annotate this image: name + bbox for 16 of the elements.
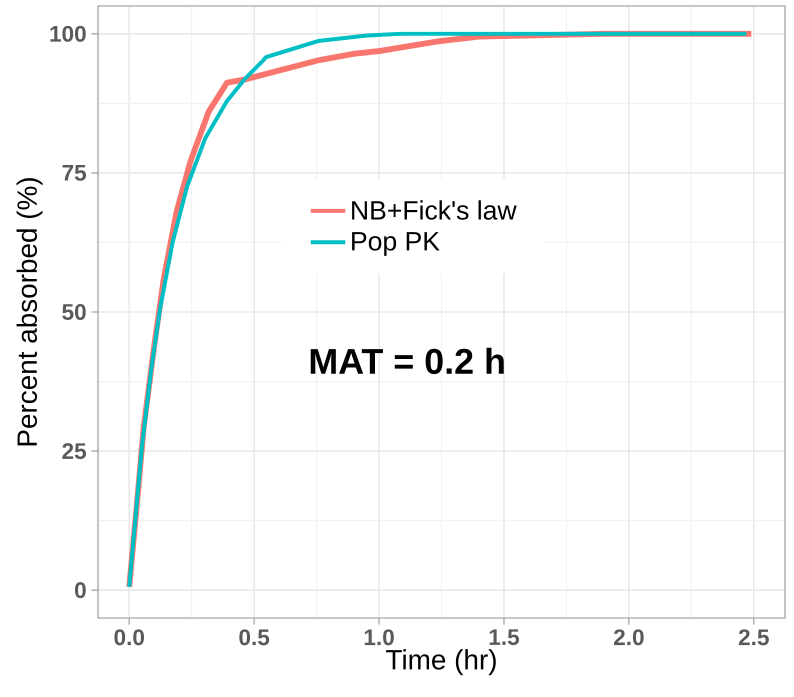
x-tick-label: 1.5: [490, 629, 520, 646]
x-tick-label: 2.5: [738, 629, 769, 646]
annotation: MAT = 0.2 h: [310, 348, 504, 374]
x-tick-label: 0.0: [114, 629, 144, 646]
y-tick-label: 75: [62, 165, 86, 181]
legend-label: NB+Fick's law: [352, 200, 517, 220]
x-tick-label: 2.0: [614, 629, 644, 646]
x-tick-label: 1.0: [364, 629, 394, 646]
y-tick-label: 50: [62, 304, 86, 320]
y-tick-label: 0: [75, 582, 86, 598]
y-axis-title: Percent absorbed (%): [16, 178, 43, 446]
x-axis-title: Time (hr): [386, 649, 496, 676]
legend-label: Pop PK: [352, 232, 440, 256]
x-tick-label: 0.5: [239, 629, 270, 646]
y-tick-label: 25: [62, 443, 86, 460]
y-tick-label: 100: [50, 26, 86, 42]
